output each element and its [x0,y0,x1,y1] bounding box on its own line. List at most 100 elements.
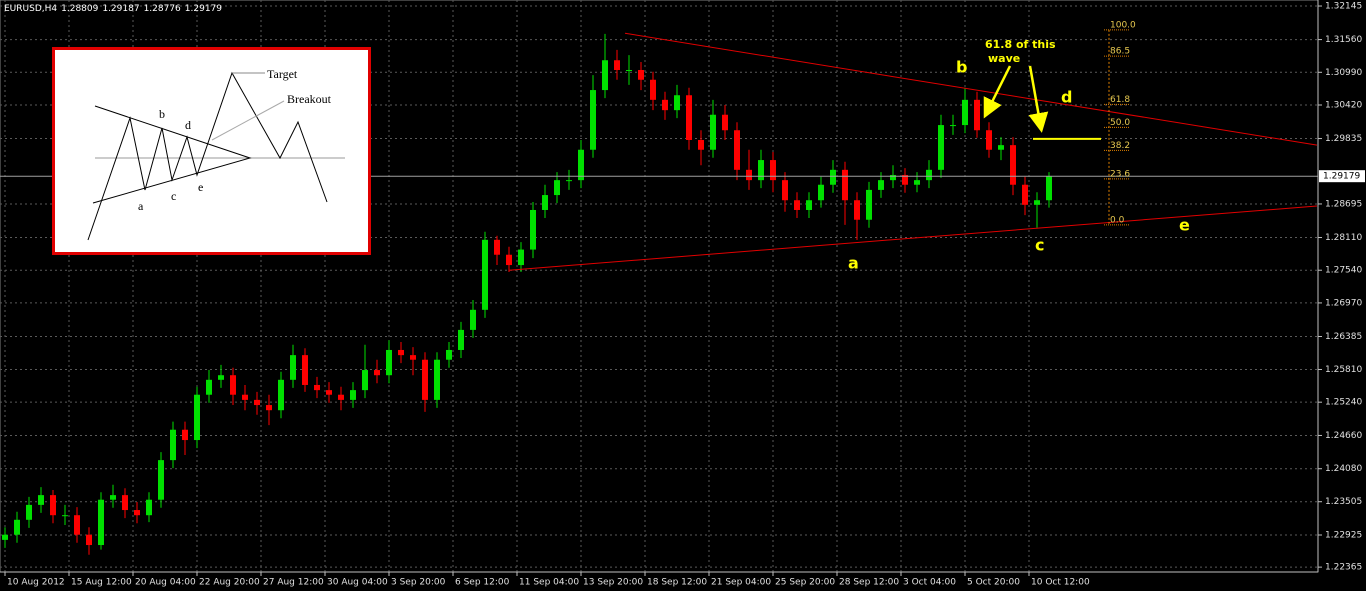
x-tick-label: 3 Sep 20:00 [391,578,446,588]
inset-diagram: Target Breakout a b c d e [52,47,371,255]
candle-body [602,60,608,91]
trendline [624,32,1318,146]
candle-body [1010,145,1016,185]
y-tick-label: 1.30420 [1325,100,1362,110]
fib-label: 0.0 [1110,215,1125,225]
candle-body [698,139,704,150]
grid [0,0,1318,572]
candle-body [470,309,476,330]
y-tick-label: 1.27540 [1325,266,1362,276]
x-tick-label: 27 Aug 12:00 [263,578,324,588]
fib-label: 38.2 [1110,141,1130,151]
candle-body [926,169,932,181]
candle-body [410,355,416,360]
inset-label: d [185,118,191,132]
candle-body [170,429,176,461]
candle-body [494,239,500,255]
candle-body [566,180,572,182]
x-tick-label: 3 Oct 04:00 [903,578,956,588]
ohlc-value: 1.28809 [61,4,99,14]
candle-body [866,189,872,220]
x-tick-label: 10 Oct 12:00 [1031,578,1090,588]
candle-body [458,329,464,350]
candle-body [614,60,620,70]
candle-body [770,160,776,181]
wave-label: a [848,254,859,273]
fib-label: 61.8 [1110,95,1130,105]
y-tick-label: 1.22925 [1325,530,1362,540]
candle-body [326,390,332,395]
candle-body [854,200,860,220]
symbol: EURUSD,H4 [4,4,58,14]
candle-body [62,515,68,517]
candle-body [14,519,20,535]
candle-body [2,534,8,540]
y-tick-label: 1.25810 [1325,365,1362,375]
marks: 100.0 86.5 61.8 50.0 38.2 23.6 0.0 [0,20,1318,555]
x-tick-label: 30 Aug 04:00 [327,578,388,588]
candle-body [818,184,824,201]
x-tick-label: 20 Aug 04:00 [135,578,196,588]
candle-body [890,174,896,181]
candle-body [638,69,644,80]
x-tick-label: 11 Sep 04:00 [519,578,579,588]
candle-body [482,239,488,310]
candle-body [662,99,668,111]
candle-body [374,370,380,376]
y-tick-label: 1.26385 [1325,332,1362,342]
wave-label: c [1035,236,1044,255]
x-tick-label: 21 Sep 04:00 [711,578,771,588]
candle-body [134,510,140,516]
x-tick-label: 15 Aug 12:00 [71,578,132,588]
candle-body [38,495,44,505]
ohlc-value: 1.28776 [143,4,181,14]
candle-body [1034,200,1040,205]
candle-body [1022,184,1028,205]
candle-body [50,495,56,516]
x-tick-label: 6 Sep 12:00 [455,578,510,588]
candle-body [122,495,128,511]
candle-body [830,169,836,185]
inset-label: c [171,189,176,203]
candle-body [206,379,212,395]
candle-body [182,429,188,441]
candle-body [506,254,512,266]
candle-body [278,379,284,411]
arrow [1028,65,1049,133]
candle-body [674,95,680,111]
price-box [1319,170,1365,183]
candle-body [1046,176,1052,201]
y-tick-label: 1.31560 [1325,35,1362,45]
candle-body [518,249,524,266]
candle-body [782,180,788,201]
candle-body [950,125,956,127]
candle-body [146,499,152,516]
note: wave [988,52,1020,65]
wave-label: e [1179,216,1190,235]
y-tick-label: 1.30990 [1325,68,1362,78]
candle-body [290,355,296,380]
trendline [508,205,1318,271]
y-tick-label: 1.28110 [1325,233,1362,243]
candle-body [446,349,452,360]
candle-body [158,460,164,500]
candle-body [386,349,392,376]
candle-body [590,90,596,150]
candle-body [74,515,80,535]
candle-body [878,180,884,190]
candle-body [914,180,920,185]
inset-label: b [159,107,165,121]
candle-body [938,125,944,170]
inset-wave [87,71,328,241]
fib-label: 23.6 [1110,169,1130,179]
wave-label: d [1061,88,1072,107]
y-tick-label: 1.29835 [1325,134,1362,144]
candle-body [266,405,272,411]
candle-body [194,394,200,441]
candle-body [242,394,248,400]
candle-body [962,99,968,126]
x-tick-label: 10 Aug 2012 [7,578,65,588]
candle-body [734,130,740,170]
candle-body [686,95,692,140]
